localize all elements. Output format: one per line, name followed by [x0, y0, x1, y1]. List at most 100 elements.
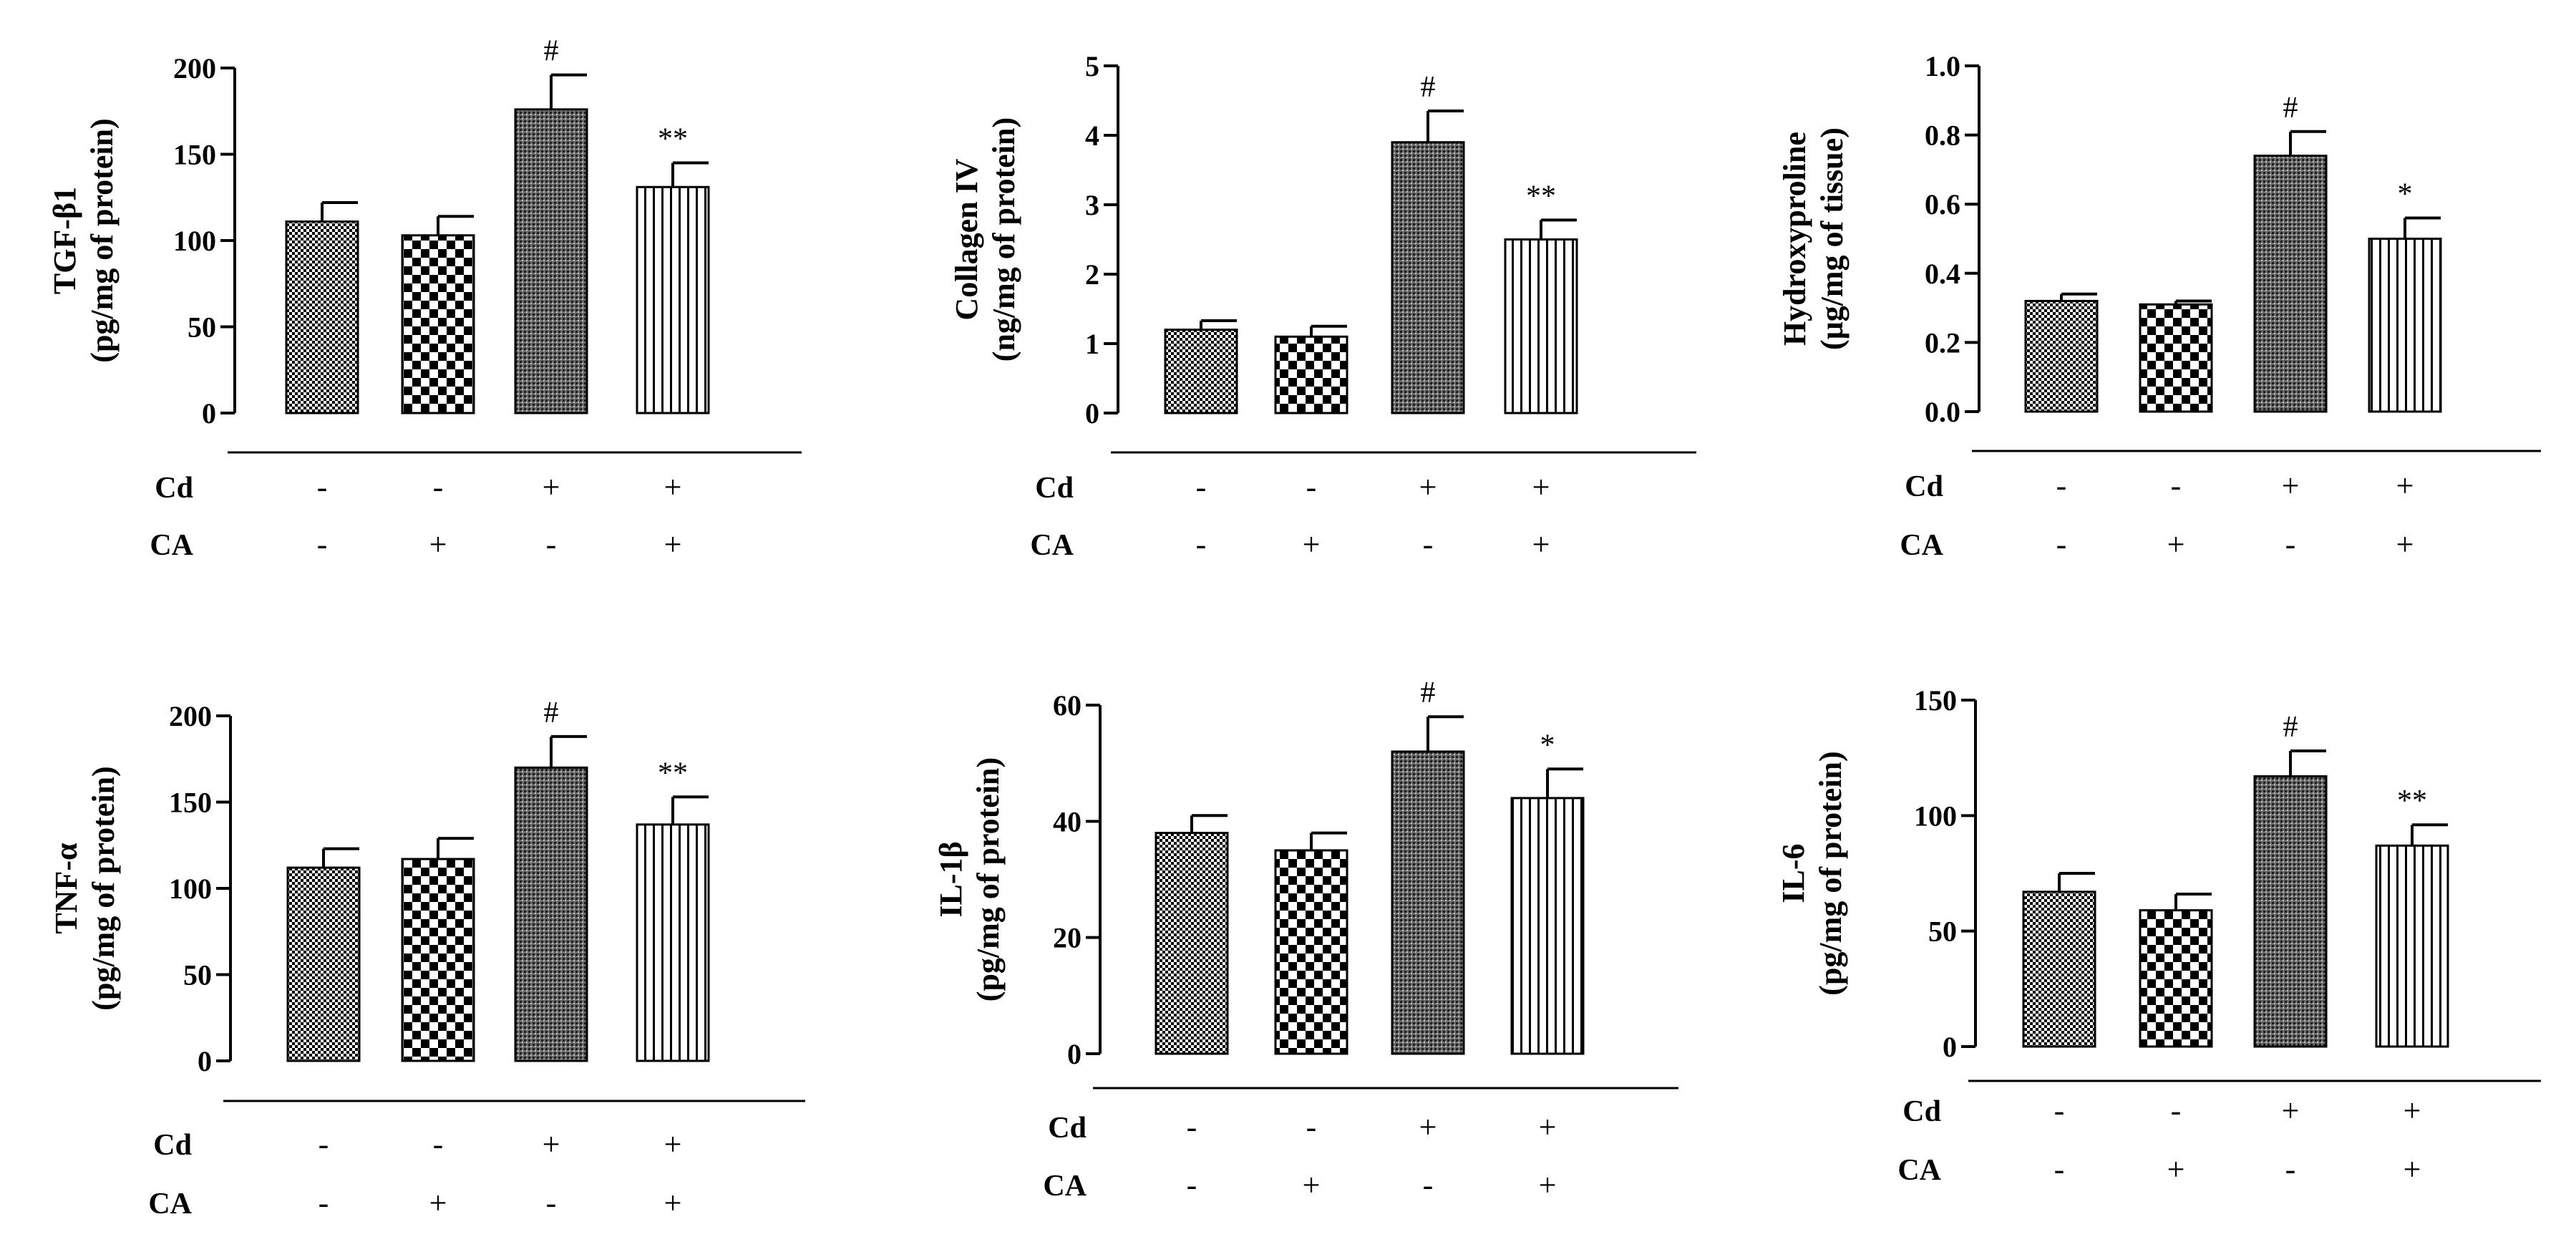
treatment-sign: + — [2282, 1093, 2300, 1128]
bar — [514, 108, 588, 414]
bar — [1510, 797, 1585, 1055]
treatment-sign: + — [429, 1185, 447, 1221]
y-tick-label: 0.8 — [1925, 120, 1960, 152]
treatment-sign: + — [2396, 468, 2414, 503]
y-tick-label: 0 — [1085, 397, 1099, 430]
treatment-sign: + — [664, 1127, 682, 1162]
y-tick-label: 0.2 — [1925, 326, 1960, 359]
treatment-sign: - — [2056, 468, 2067, 503]
treatment-sign: - — [1306, 470, 1317, 505]
y-axis-label-line: Collagen IV — [949, 158, 984, 320]
treatment-label: Cd — [155, 472, 193, 505]
significance-mark: ** — [2397, 785, 2427, 817]
treatment-sign: - — [2054, 1093, 2065, 1128]
treatment-sign: + — [664, 470, 682, 505]
treatment-sign: - — [1306, 1110, 1317, 1145]
y-tick-label: 5 — [1085, 50, 1099, 82]
treatment-sign: + — [2404, 1093, 2421, 1128]
treatment-sign: + — [664, 527, 682, 562]
y-tick-label: 100 — [173, 225, 216, 257]
y-tick-label: 50 — [188, 311, 216, 344]
treatment-label: CA — [1900, 529, 1943, 562]
y-tick-label: 0.4 — [1925, 258, 1960, 290]
y-axis-label-line: TNF-α — [49, 843, 84, 934]
y-tick-label: 100 — [169, 873, 212, 905]
y-tick-label: 150 — [169, 787, 212, 819]
treatment-sign: - — [2285, 527, 2296, 562]
treatment-sign: - — [317, 527, 328, 562]
bar — [2253, 775, 2328, 1048]
treatment-sign: + — [2167, 527, 2185, 562]
y-tick-label: 1 — [1085, 328, 1099, 360]
y-tick-label: 3 — [1085, 189, 1099, 221]
y-axis-label-line: (ng/mg of protein) — [986, 117, 1021, 362]
treatment-sign: - — [1423, 1168, 1434, 1203]
treatment-sign: - — [1423, 527, 1434, 562]
treatment-sign: + — [1419, 470, 1437, 505]
treatment-sign: - — [317, 470, 328, 505]
y-axis-label-line: IL-6 — [1776, 843, 1811, 903]
bar — [1274, 849, 1348, 1055]
treatment-sign: - — [2285, 1152, 2296, 1187]
bar — [636, 823, 710, 1062]
y-axis-label: TGF-β1(pg/mg of protein) — [47, 118, 120, 362]
y-tick-label: 100 — [1914, 800, 1957, 832]
bar — [285, 220, 359, 414]
treatment-sign: + — [2167, 1152, 2185, 1187]
bar — [401, 858, 475, 1062]
treatment-label: Cd — [1035, 472, 1074, 505]
treatment-sign: - — [433, 470, 444, 505]
y-tick-label: 150 — [173, 139, 216, 171]
y-tick-label: 200 — [173, 52, 216, 84]
bar — [2368, 238, 2442, 413]
bar — [286, 866, 361, 1062]
treatment-label: CA — [148, 1188, 192, 1221]
y-tick-label: 0.6 — [1925, 188, 1960, 220]
y-axis-label: IL-6(pg/mg of protein) — [1776, 751, 1848, 995]
treatment-sign: + — [1532, 527, 1550, 562]
treatment-label: Cd — [153, 1129, 192, 1162]
y-axis-label: IL-1β(pg/mg of protein) — [933, 757, 1006, 1001]
significance-mark: ** — [1526, 180, 1556, 213]
bar — [2375, 844, 2449, 1048]
significance-mark: ** — [658, 123, 688, 156]
significance-mark: # — [2283, 711, 2298, 744]
bar — [1504, 238, 1578, 414]
bar — [401, 234, 475, 414]
y-tick-label: 4 — [1085, 120, 1099, 152]
significance-mark: * — [2398, 178, 2413, 211]
treatment-label: CA — [1043, 1170, 1087, 1203]
y-tick-label: 2 — [1085, 258, 1099, 291]
bar — [2024, 299, 2099, 413]
treatment-sign: - — [1196, 527, 1207, 562]
y-axis-label: Hydroxyproline(μg/mg of tissue) — [1777, 127, 1850, 350]
treatment-sign: + — [1539, 1168, 1557, 1203]
treatment-sign: + — [1532, 470, 1550, 505]
y-axis-label-line: Hydroxyproline — [1777, 132, 1812, 346]
y-tick-label: 150 — [1914, 684, 1957, 717]
y-axis-label-line: (μg/mg of tissue) — [1814, 127, 1850, 350]
treatment-sign: + — [2396, 527, 2414, 562]
treatment-sign: - — [1187, 1168, 1197, 1203]
significance-mark: # — [1421, 71, 1436, 104]
treatment-sign: - — [2171, 468, 2182, 503]
bar — [2139, 909, 2213, 1048]
y-tick-label: 40 — [1053, 805, 1082, 838]
bar — [1391, 750, 1465, 1055]
treatment-label: CA — [150, 529, 193, 562]
treatment-sign: + — [1303, 1168, 1321, 1203]
treatment-sign: + — [543, 1127, 560, 1162]
y-axis-label: TNF-α(pg/mg of protein) — [49, 766, 121, 1010]
significance-mark: # — [1421, 676, 1436, 709]
y-tick-label: 50 — [183, 959, 212, 991]
bar — [1164, 329, 1238, 414]
treatment-sign: + — [543, 470, 560, 505]
bar — [2022, 891, 2096, 1048]
significance-mark: * — [1540, 729, 1555, 762]
treatment-sign: - — [546, 1185, 557, 1221]
significance-mark: # — [544, 697, 559, 729]
treatment-sign: + — [664, 1185, 682, 1221]
treatment-label: CA — [1030, 529, 1074, 562]
